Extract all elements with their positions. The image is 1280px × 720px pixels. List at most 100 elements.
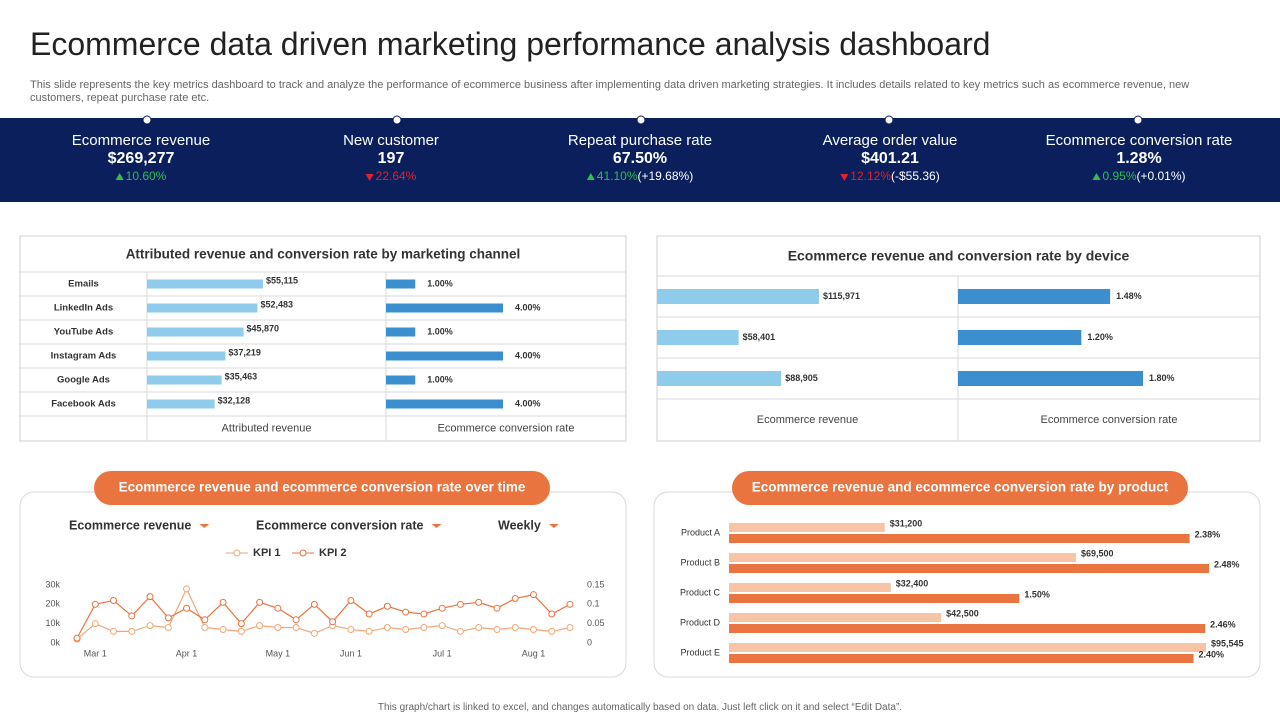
point	[383, 624, 391, 632]
bar	[147, 351, 226, 361]
point	[164, 614, 172, 622]
bar-value-label: 1.00%	[427, 278, 453, 288]
point	[456, 600, 464, 608]
bar	[729, 613, 942, 622]
kpi-arrow	[365, 174, 374, 181]
point	[329, 618, 337, 626]
bar-value-label: 2.40%	[1199, 649, 1225, 659]
kpi-change: 12.12%	[850, 169, 891, 183]
point	[164, 624, 172, 632]
bar	[386, 375, 416, 385]
panel-title: Ecommerce revenue and ecommerce conversi…	[752, 480, 1169, 495]
category-label: Product D	[680, 617, 721, 627]
point	[91, 600, 99, 608]
column-header: Ecommerce revenue	[757, 414, 859, 426]
y2-tick-label: 0	[587, 637, 592, 647]
bar	[386, 327, 416, 337]
dropdown-caret	[548, 524, 559, 528]
y2-tick-label: 0.05	[587, 618, 605, 628]
bar-value-label: 1.80%	[1149, 373, 1175, 383]
point	[347, 625, 355, 633]
point	[402, 625, 410, 633]
bar	[729, 654, 1194, 663]
x-tick-label: May 1	[266, 648, 291, 658]
x-tick-label: Jul 1	[433, 648, 452, 658]
point	[493, 625, 501, 633]
bar-value-label: 1.50%	[1024, 589, 1050, 599]
point	[347, 596, 355, 604]
bar	[657, 371, 782, 386]
category-label: Product C	[680, 587, 721, 597]
kpi-extra: (+0.01%)	[1137, 169, 1186, 183]
point	[73, 634, 81, 642]
bar-value-label: 2.38%	[1195, 529, 1221, 539]
point	[548, 610, 556, 618]
dropdown-caret	[199, 524, 210, 528]
y-tick-label: 30k	[45, 579, 60, 589]
band-dot	[884, 115, 894, 125]
point	[274, 604, 282, 612]
point	[475, 624, 483, 632]
bar-value-label: $69,500	[1081, 548, 1114, 558]
bar-value-label: $32,400	[896, 578, 929, 588]
point	[128, 612, 136, 620]
kpi-change: 22.64%	[376, 169, 417, 183]
bar	[386, 351, 503, 361]
y2-tick-label: 0.1	[587, 599, 600, 609]
bar	[147, 327, 244, 337]
bar-value-label: 1.48%	[1116, 291, 1142, 301]
bar	[147, 279, 263, 289]
bar-value-label: 1.20%	[1087, 332, 1113, 342]
point	[219, 625, 227, 633]
point	[529, 591, 537, 599]
dropdown-label: Ecommerce revenue	[69, 518, 191, 532]
panel-title: Ecommerce revenue and ecommerce conversi…	[119, 480, 526, 495]
bar-value-label: $35,463	[225, 371, 258, 381]
dropdown-caret	[431, 524, 442, 528]
kpi-change: 10.60%	[126, 169, 167, 183]
bar-value-label: $52,483	[260, 299, 293, 309]
kpi-change: 0.95%	[1102, 169, 1136, 183]
kpi-arrow	[840, 174, 849, 181]
kpi-arrow	[115, 173, 124, 180]
bar-value-label: $31,200	[890, 518, 923, 528]
kpi-name: Ecommerce conversion rate	[1046, 132, 1233, 149]
bar-value-label: 4.00%	[515, 302, 541, 312]
bar-value-label: $58,401	[743, 332, 776, 342]
point	[310, 629, 318, 637]
y2-tick-label: 0.15	[587, 579, 605, 589]
column-header: Ecommerce conversion rate	[438, 422, 575, 434]
bar	[729, 643, 1206, 652]
bar	[729, 624, 1206, 633]
kpi-change-line: 0.95%(+0.01%)	[1102, 169, 1185, 183]
point	[110, 596, 118, 604]
legend-marker	[299, 549, 307, 557]
bar	[657, 330, 739, 345]
point	[91, 620, 99, 628]
point	[566, 600, 574, 608]
kpi-change-line: 12.12%(-$55.36)	[850, 169, 939, 183]
bar	[147, 399, 215, 409]
point	[110, 627, 118, 635]
bar	[657, 289, 819, 304]
point	[292, 624, 300, 632]
panel	[19, 235, 627, 442]
dropdown-label: Ecommerce conversion rate	[256, 518, 423, 532]
category-label: Product A	[681, 527, 720, 537]
point	[438, 604, 446, 612]
point	[237, 627, 245, 635]
point	[146, 593, 154, 601]
kpi-extra: (+19.68%)	[638, 169, 694, 183]
point	[475, 598, 483, 606]
bar	[729, 583, 891, 592]
x-tick-label: Apr 1	[176, 648, 198, 658]
line-series	[76, 587, 571, 640]
y-tick-label: 10k	[45, 618, 60, 628]
band-dot	[142, 115, 152, 125]
category-label: LinkedIn Ads	[54, 303, 113, 314]
column-header: Attributed revenue	[222, 422, 312, 434]
point	[456, 627, 464, 635]
bar-value-label: $55,115	[266, 275, 298, 285]
kpi-value: $401.21	[861, 150, 919, 167]
